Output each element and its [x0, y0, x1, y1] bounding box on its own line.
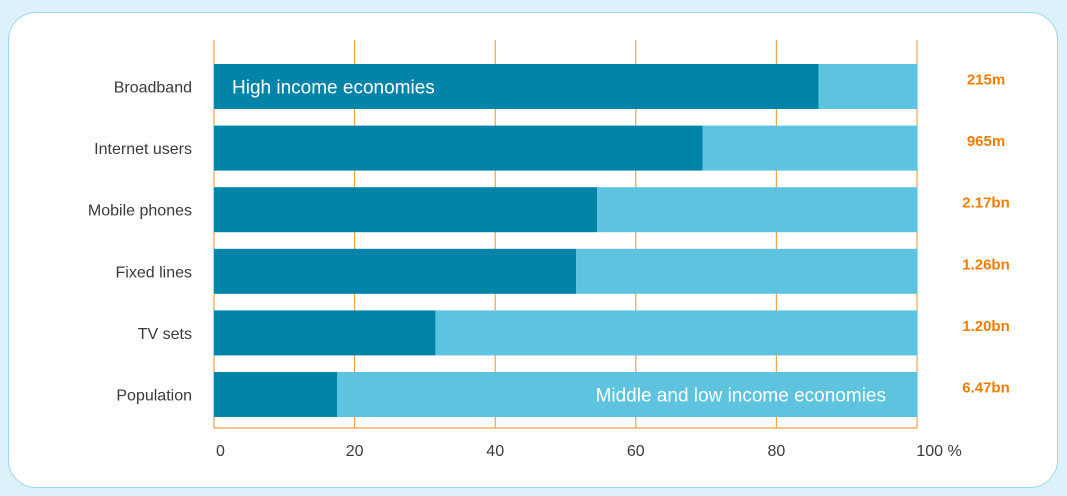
category-label: Broadband	[114, 80, 192, 97]
category-label: Fixed lines	[116, 264, 192, 281]
series-label-high-income: High income economies	[232, 78, 435, 99]
x-tick-label: 0	[216, 443, 225, 460]
bar-middle-low-income	[435, 310, 917, 356]
total-label: 1.26bn	[962, 256, 1010, 273]
bar-middle-low-income	[597, 187, 917, 233]
x-tick-label: 100 %	[916, 443, 961, 460]
bar-middle-low-income	[818, 64, 917, 109]
x-tick-label: 40	[486, 443, 504, 460]
total-label: 1.20bn	[962, 318, 1010, 335]
bar-middle-low-income	[702, 125, 917, 171]
bars	[214, 64, 917, 417]
bar-high-income	[214, 64, 819, 109]
bar-high-income	[214, 372, 338, 417]
total-label: 6.47bn	[962, 380, 1010, 397]
x-tick-labels: 0 20 40 60 80 100 %	[216, 443, 962, 460]
series-label-middle-low-income: Middle and low income economies	[596, 386, 886, 407]
x-tick-label: 20	[346, 443, 364, 460]
bar-high-income	[214, 248, 577, 294]
bar-high-income	[214, 310, 436, 356]
category-label: TV sets	[138, 326, 192, 343]
x-tick-label: 80	[768, 443, 786, 460]
category-labels: Broadband Internet users Mobile phones Fixe…	[88, 80, 192, 405]
bar-high-income	[214, 187, 598, 233]
category-label: Population	[116, 388, 192, 405]
bar-high-income	[214, 125, 703, 171]
category-label: Mobile phones	[88, 203, 192, 220]
total-label: 2.17bn	[962, 195, 1010, 212]
category-label: Internet users	[94, 141, 192, 158]
series-labels: High income economies Middle and low inco…	[232, 78, 886, 407]
total-labels: 215m 965m 2.17bn 1.26bn 1.20bn 6.47bn	[962, 72, 1010, 397]
x-tick-label: 60	[627, 443, 645, 460]
total-label: 215m	[967, 72, 1005, 89]
total-label: 965m	[967, 133, 1005, 150]
bar-middle-low-income	[576, 248, 917, 294]
bar-middle-low-income	[337, 372, 917, 417]
